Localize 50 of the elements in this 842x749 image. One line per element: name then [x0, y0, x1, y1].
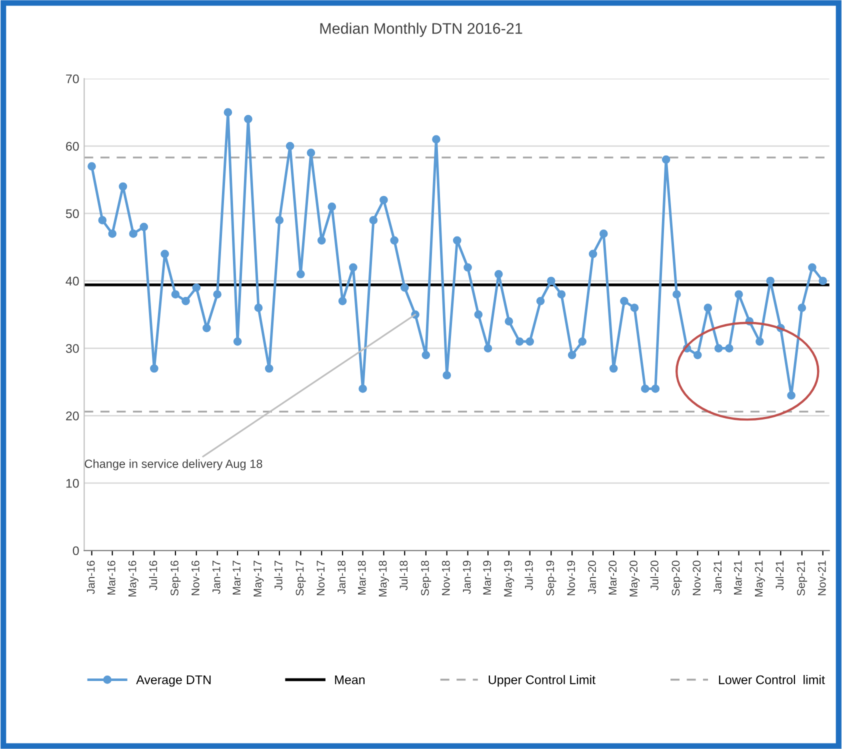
x-tick-label: May-18	[378, 560, 389, 596]
x-tick-label: Nov-19	[567, 560, 576, 596]
y-tick-label: 60	[66, 142, 79, 151]
x-tick-label: Nov-18	[442, 560, 450, 596]
x-tick-label: Jan-17	[212, 560, 220, 594]
x-tick-label: Jan-21	[714, 560, 722, 594]
x-tick-label: Mar-17	[232, 560, 241, 595]
x-tick-label: Mar-19	[483, 560, 491, 595]
x-tick-label: Jan-16	[86, 560, 95, 594]
x-tick-label: Sep-19	[546, 560, 556, 596]
x-tick-label: Mar-20	[608, 560, 617, 595]
legend-label: Upper Control Limit	[488, 675, 596, 687]
x-tick-label: Sep-17	[296, 560, 306, 596]
x-tick-label: May-17	[254, 560, 264, 596]
y-tick-label: 20	[66, 411, 79, 420]
x-tick-label: Mar-18	[358, 560, 366, 595]
y-tick-label: 40	[66, 276, 79, 286]
x-tick-label: Jul-16	[149, 560, 158, 590]
x-tick-label: Jul-17	[274, 560, 282, 590]
x-tick-label: Jul-18	[399, 560, 408, 590]
x-tick-label: Nov-17	[316, 560, 325, 596]
x-tick-label: May-21	[754, 560, 765, 596]
x-tick-label: Jul-20	[650, 560, 658, 590]
y-tick-label: 70	[66, 74, 79, 84]
y-tick-label: 0	[72, 546, 79, 556]
y-tick-label: 50	[66, 209, 79, 218]
x-tick-label: May-16	[128, 560, 138, 596]
y-tick-label: 30	[66, 344, 79, 353]
x-tick-label: Mar-21	[734, 560, 742, 595]
legend-label: Average DTN	[136, 675, 211, 687]
legend-label: Lower Control limit	[719, 675, 825, 684]
x-tick-label: Sep-20	[672, 560, 682, 596]
x-tick-label: May-20	[630, 560, 640, 596]
x-tick-label: Nov-20	[692, 560, 701, 596]
x-tick-label: Mar-16	[107, 560, 116, 595]
x-tick-label: Jan-19	[462, 560, 471, 594]
y-tick-label: 10	[66, 478, 79, 488]
x-tick-label: Nov-21	[818, 560, 826, 596]
annotation: Change in service delivery Aug 18	[84, 459, 262, 470]
x-tick-label: Sep-16	[170, 560, 181, 596]
x-tick-label: Sep-18	[421, 560, 432, 596]
x-tick-label: Jan-18	[338, 560, 346, 594]
x-tick-label: Jan-20	[588, 560, 596, 594]
x-tick-label: Jul-19	[524, 560, 533, 590]
x-tick-label: Jul-21	[775, 560, 784, 590]
legend-label: Mean	[335, 675, 365, 684]
x-tick-label: Nov-16	[192, 560, 200, 596]
x-tick-label: May-19	[504, 560, 514, 596]
chart-title: Median Monthly DTN 2016-21	[320, 22, 522, 37]
x-tick-label: Sep-21	[797, 560, 808, 596]
